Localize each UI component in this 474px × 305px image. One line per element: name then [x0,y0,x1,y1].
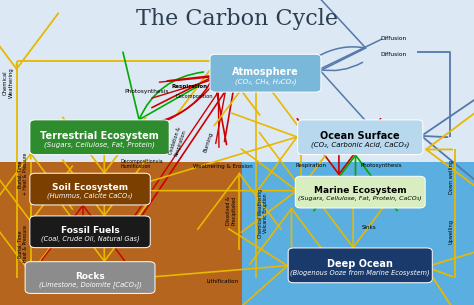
Text: Burial, Time
+ Heat & Pressure: Burial, Time + Heat & Pressure [18,153,28,195]
Text: Burning: Burning [203,131,214,153]
Bar [0,162,242,305]
Text: Upwelling: Upwelling [449,219,454,244]
FancyBboxPatch shape [298,120,423,155]
Text: Diffusion: Diffusion [380,52,407,57]
Text: Decompositionvia
Humification: Decompositionvia Humification [121,159,164,170]
Text: Rocks: Rocks [75,271,105,281]
Text: (CO₂, Carbonic Acid, CaCO₃): (CO₂, Carbonic Acid, CaCO₃) [311,142,410,148]
Text: (Limestone, Dolomite [CaCO₃]): (Limestone, Dolomite [CaCO₃]) [38,281,142,288]
Text: Marine Ecosystem: Marine Ecosystem [314,186,407,195]
Text: Lithification: Lithification [207,279,239,284]
Text: Chemical
Weathering: Chemical Weathering [3,67,13,98]
Text: Decomposition: Decomposition [175,94,213,99]
Text: (Coal, Crude Oil, Natural Gas): (Coal, Crude Oil, Natural Gas) [41,235,139,242]
Text: Soil Ecosystem: Soil Ecosystem [52,183,128,192]
Text: Photosynthesis: Photosynthesis [360,163,402,168]
FancyBboxPatch shape [30,120,169,155]
FancyBboxPatch shape [288,248,432,283]
Text: Sinks: Sinks [361,225,376,230]
FancyBboxPatch shape [25,262,155,293]
Text: Chemical Weathering
Volcanic Eruption: Chemical Weathering Volcanic Eruption [258,189,268,238]
Text: Fossil Fuels: Fossil Fuels [61,226,119,235]
Text: Burial, Time
Heat & Pressure: Burial, Time Heat & Pressure [18,225,28,263]
Text: Dissolved &
Precipitated: Dissolved & Precipitated [226,196,237,225]
Text: Down welling: Down welling [449,160,454,194]
Bar [242,162,474,305]
Text: (Biogenous Ooze from Marine Ecosystem): (Biogenous Ooze from Marine Ecosystem) [291,270,430,276]
Text: (Hummus, Calcite CaCO₃): (Hummus, Calcite CaCO₃) [47,193,133,199]
FancyBboxPatch shape [30,216,150,248]
Text: Atmosphere: Atmosphere [232,67,299,77]
Text: Respiration: Respiration [295,163,326,168]
Text: Ocean Surface: Ocean Surface [320,131,400,141]
Text: (Sugars, Cellulose, Fat, Protein): (Sugars, Cellulose, Fat, Protein) [44,142,155,148]
FancyBboxPatch shape [295,176,425,208]
Text: Weathering & Erosion: Weathering & Erosion [193,164,253,169]
Text: Photosynthesis: Photosynthesis [125,89,169,94]
Text: The Carbon Cycle: The Carbon Cycle [136,8,338,30]
FancyBboxPatch shape [30,173,150,205]
Text: Terrestrial Ecosystem: Terrestrial Ecosystem [40,131,159,141]
Text: Oxidation &
Respiration: Oxidation & Respiration [168,127,187,157]
Text: Respiration: Respiration [172,84,208,89]
Text: Deep Ocean: Deep Ocean [328,259,393,269]
Text: (CO₂, CH₄, H₂CO₃): (CO₂, CH₄, H₂CO₃) [235,78,296,85]
FancyBboxPatch shape [210,54,321,92]
Text: Diffusion: Diffusion [380,36,407,41]
Text: (Sugars, Cellulose, Fat, Protein, CaCO₃): (Sugars, Cellulose, Fat, Protein, CaCO₃) [299,196,422,202]
